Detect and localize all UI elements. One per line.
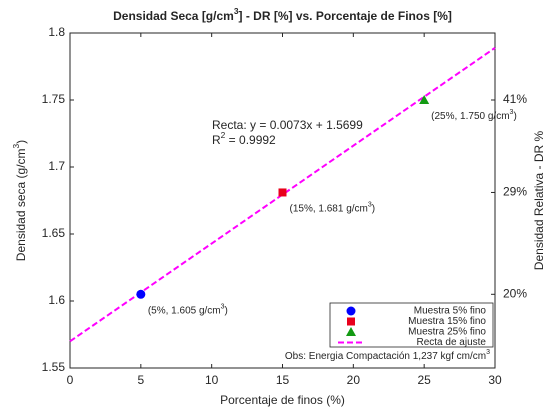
legend-label: Recta de ajuste	[417, 337, 487, 348]
chart-title-part: ] - DR [%] vs. Porcentaje de Finos [%]	[239, 9, 452, 23]
y2-tick-label: 29%	[503, 185, 527, 199]
annotation: Recta: y = 0.0073x + 1.5699	[212, 118, 363, 132]
note-sup: 3	[486, 349, 490, 356]
chart-title: Densidad Seca [g/cm3] - DR [%] vs. Porce…	[113, 6, 452, 23]
point	[136, 289, 146, 299]
legend-label: Muestra 15% fino	[408, 316, 486, 327]
x-tick-label: 15	[276, 373, 290, 387]
x-tick-label: 10	[205, 373, 219, 387]
data-label: (25%, 1.750 g/cm3)	[431, 109, 517, 121]
annotation-part: = 0.9992	[225, 133, 276, 147]
note-text: Obs: Energia Compactación 1,237 kgf cm/c…	[285, 351, 486, 362]
data-label-part: (25%, 1.750 g/cm	[431, 111, 509, 122]
x-axis-label: Porcentaje de finos (%)	[220, 393, 345, 407]
y-tick-label: 1.7	[48, 159, 65, 173]
point	[346, 306, 356, 316]
y-axis-label-part: )	[14, 140, 28, 144]
data-label-sup: 3	[510, 109, 514, 116]
chart-title-sup: 3	[234, 6, 239, 16]
data-label: (15%, 1.681 g/cm3)	[290, 202, 376, 214]
data-label-part: (15%, 1.681 g/cm	[290, 203, 368, 214]
data-label-part: )	[225, 305, 228, 316]
legend-box	[329, 302, 494, 348]
y-axis-label-sup: 3	[11, 143, 21, 148]
point	[346, 327, 356, 336]
legend-label: Muestra 25% fino	[408, 327, 486, 338]
point	[347, 317, 355, 326]
note: Obs: Energia Compactación 1,237 kgf cm/c…	[285, 349, 490, 361]
annotation-sup: 2	[221, 130, 226, 140]
data-label-sup: 3	[368, 202, 372, 209]
y2-axis-label: Densidad Relativa - DR %	[532, 130, 546, 270]
x-tick-label: 30	[488, 373, 502, 387]
y-tick-label: 1.55	[42, 360, 66, 374]
point	[419, 95, 430, 104]
y2-tick-label: 20%	[503, 286, 527, 300]
annotation-part: R	[212, 133, 221, 147]
point	[278, 188, 287, 197]
y-axis-label: Densidad seca (g/cm3)	[11, 140, 28, 261]
y-tick-label: 1.6	[48, 293, 65, 307]
y-tick-label: 1.75	[42, 92, 66, 106]
annotation: R2 = 0.9992	[212, 130, 276, 147]
x-tick-label: 5	[137, 373, 144, 387]
data-label-part: )	[513, 111, 516, 122]
data-label-part: )	[372, 203, 375, 214]
annotation-part: Recta: y = 0.0073x + 1.5699	[212, 118, 363, 132]
y-tick-label: 1.8	[48, 25, 65, 39]
legend-label: Muestra 5% fino	[414, 306, 487, 317]
y2-tick-label: 41%	[503, 92, 527, 106]
data-label: (5%, 1.605 g/cm3)	[148, 304, 228, 316]
x-tick-label: 25	[417, 373, 431, 387]
x-tick-label: 20	[347, 373, 361, 387]
y-tick-label: 1.65	[42, 226, 66, 240]
data-label-part: (5%, 1.605 g/cm	[148, 305, 221, 316]
x-tick-label: 0	[67, 373, 74, 387]
data-label-sup: 3	[221, 304, 225, 311]
chart-title-part: Densidad Seca [g/cm	[113, 9, 234, 23]
y-axis-label-part: Densidad seca (g/cm	[14, 148, 28, 261]
